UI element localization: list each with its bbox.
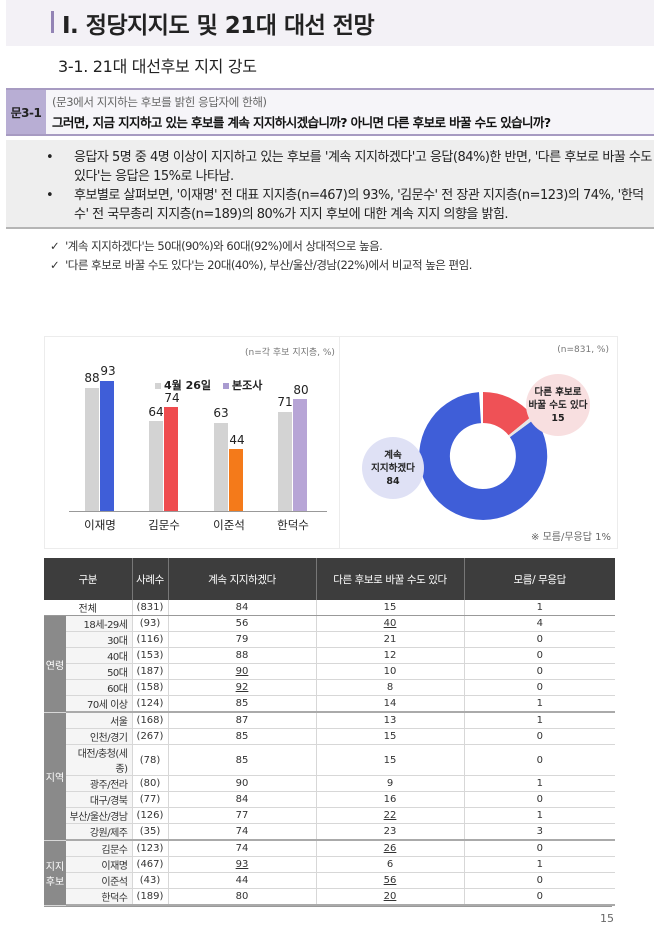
table-row: 인천/경기 (267) 85 15 0 xyxy=(44,728,615,746)
donut-chart-panel: (n=831, %) 계속 지지하겠다 84 다른 후보로 바꿀 수도 있다 1… xyxy=(340,336,618,549)
legend-swatch-icon xyxy=(155,383,161,389)
donut-chart-unit: (n=831, %) xyxy=(557,345,609,355)
bar-leejunseok-apr26 xyxy=(214,422,228,511)
notes-list: ✓ '계속 지지하겠다'는 50대(90%)와 60대(92%)에서 상대적으로… xyxy=(50,236,472,274)
bar-value: 93 xyxy=(100,364,116,378)
table-row: 지역 서울 (168) 87 13 1 xyxy=(44,712,615,841)
bar-chart-legend: 4월 26일 본조사 xyxy=(155,377,262,393)
header-keep: 계속 지지하겠다 xyxy=(168,558,317,600)
header-dk: 모름/ 무응답 xyxy=(464,558,615,600)
bar-chart-panel: (n=각 후보 지지층, %) 4월 26일 본조사 88 93 이재명 64 … xyxy=(44,336,340,549)
header-change: 다른 후보로 바꿀 수도 있다 xyxy=(316,558,465,600)
table-row: 부산/울산/경남 (126) 77 22 1 xyxy=(44,807,615,825)
table-row: 60대 (158) 92 8 0 xyxy=(44,679,615,697)
bar-value: 71 xyxy=(277,395,293,409)
results-table: 구분 사례수 계속 지지하겠다 다른 후보로 바꿀 수도 있다 모름/ 무응답 … xyxy=(44,558,615,907)
table-row: 30대 (116) 79 21 0 xyxy=(44,631,615,649)
note-item: ✓ '계속 지지하겠다'는 50대(90%)와 60대(92%)에서 상대적으로… xyxy=(50,238,383,253)
table-row: 대구/경북 (77) 84 16 0 xyxy=(44,791,615,809)
legend-swatch-icon xyxy=(223,383,230,389)
summary-box: • 응답자 5명 중 4명 이상이 지지하고 있는 후보를 '계속 지지하겠다'… xyxy=(6,140,654,229)
bar-value: 64 xyxy=(148,405,164,419)
section-title: Ⅰ. 정당지지도 및 21대 대선 전망 xyxy=(62,13,375,39)
header-category: 구분 xyxy=(44,558,133,600)
bar-value: 63 xyxy=(213,406,229,420)
bar-value: 74 xyxy=(164,391,180,405)
bar-handucksoo-apr26 xyxy=(278,411,292,511)
category-label: 한덕수 xyxy=(277,518,309,532)
page-number: 15 xyxy=(600,912,614,925)
bullet-icon: • xyxy=(46,188,54,203)
table-row: 70세 이상 (124) 85 14 1 xyxy=(44,695,615,714)
donut-slice-change xyxy=(483,392,533,436)
table-row: 강원/제주 (35) 74 23 3 xyxy=(44,823,615,842)
bar-leejaemyung-apr26 xyxy=(85,387,99,511)
donut-slice-keep xyxy=(419,392,548,520)
donut-footnote: ※ 모름/무응답 1% xyxy=(531,532,611,543)
question-box: 문3-1 (문3에서 지지하는 후보를 밝힌 응답자에 한해) 그러면, 지금 … xyxy=(6,88,654,136)
bar-handucksoo-main xyxy=(293,399,307,511)
table-row: 이재명 (467) 93 6 1 xyxy=(44,856,615,874)
question-label: 문3-1 xyxy=(6,90,46,134)
footer-divider xyxy=(44,906,612,907)
donut-chart xyxy=(419,392,548,520)
summary-item: • 후보별로 살펴보면, '이재명' 전 대표 지지층(n=467)의 93%,… xyxy=(46,188,644,222)
table-row: 40대 (153) 88 12 0 xyxy=(44,647,615,665)
bar-kimmoonsoo-apr26 xyxy=(149,421,163,511)
bullet-icon: • xyxy=(46,150,54,165)
title-accent-bar xyxy=(51,11,54,33)
bubble-change: 다른 후보로 바꿀 수도 있다 15 xyxy=(526,374,590,436)
section-title-band: Ⅰ. 정당지지도 및 21대 대선 전망 xyxy=(6,0,654,46)
donut-slice-dk xyxy=(508,415,536,438)
check-icon: ✓ xyxy=(50,238,60,253)
bar-value: 44 xyxy=(229,433,245,447)
table-row: 대전/충청(세종) (78) 85 15 0 xyxy=(44,744,615,777)
summary-item: • 응답자 5명 중 4명 이상이 지지하고 있는 후보를 '계속 지지하겠다'… xyxy=(46,150,652,184)
bubble-keep: 계속 지지하겠다 84 xyxy=(362,437,424,499)
category-label: 이준석 xyxy=(213,518,245,532)
table-row: 광주/전라 (80) 90 9 1 xyxy=(44,775,615,793)
bar-kimmoonsoo-main xyxy=(164,407,178,511)
question-condition: (문3에서 지지하는 후보를 밝힌 응답자에 한해) xyxy=(52,95,267,109)
table-row: 지지 후보 김문수 (123) 74 26 0 xyxy=(44,840,615,906)
table-row: 이준석 (43) 44 56 0 xyxy=(44,872,615,890)
legend-item-apr26: 4월 26일 xyxy=(155,377,211,393)
question-text: 그러면, 지금 지지하고 있는 후보를 계속 지지하시겠습니까? 아니면 다른 … xyxy=(52,115,551,130)
table-row: 한덕수 (189) 80 20 0 xyxy=(44,888,615,907)
group-label-candidate: 지지 후보 xyxy=(44,840,66,906)
bar-value: 88 xyxy=(84,371,100,385)
category-label: 김문수 xyxy=(148,518,180,532)
table-row: 50대 (187) 90 10 0 xyxy=(44,663,615,681)
bar-leejaemyung-main xyxy=(100,380,114,511)
group-label-age: 연령 xyxy=(44,615,66,713)
group-label-region: 지역 xyxy=(44,712,66,841)
category-label: 이재명 xyxy=(84,518,116,532)
page-subtitle: 3-1. 21대 대선후보 지지 강도 xyxy=(58,57,257,76)
check-icon: ✓ xyxy=(50,257,60,272)
bar-leejunseok-main xyxy=(229,449,243,511)
header-n: 사례수 xyxy=(132,558,169,600)
table-header-row: 구분 사례수 계속 지지하겠다 다른 후보로 바꿀 수도 있다 모름/ 무응답 xyxy=(44,558,615,600)
table-row-total: 전체 (831) 84 15 1 xyxy=(44,600,615,617)
table-row: 연령 18세-29세 (93) 56 40 4 xyxy=(44,615,615,713)
x-axis xyxy=(69,511,327,512)
bar-value: 80 xyxy=(293,383,309,397)
note-item: ✓ '다른 후보로 바꿀 수도 있다'는 20대(40%), 부산/울산/경남(… xyxy=(50,257,472,272)
legend-item-main: 본조사 xyxy=(223,377,262,393)
bar-chart-unit: (n=각 후보 지지층, %) xyxy=(245,348,335,358)
